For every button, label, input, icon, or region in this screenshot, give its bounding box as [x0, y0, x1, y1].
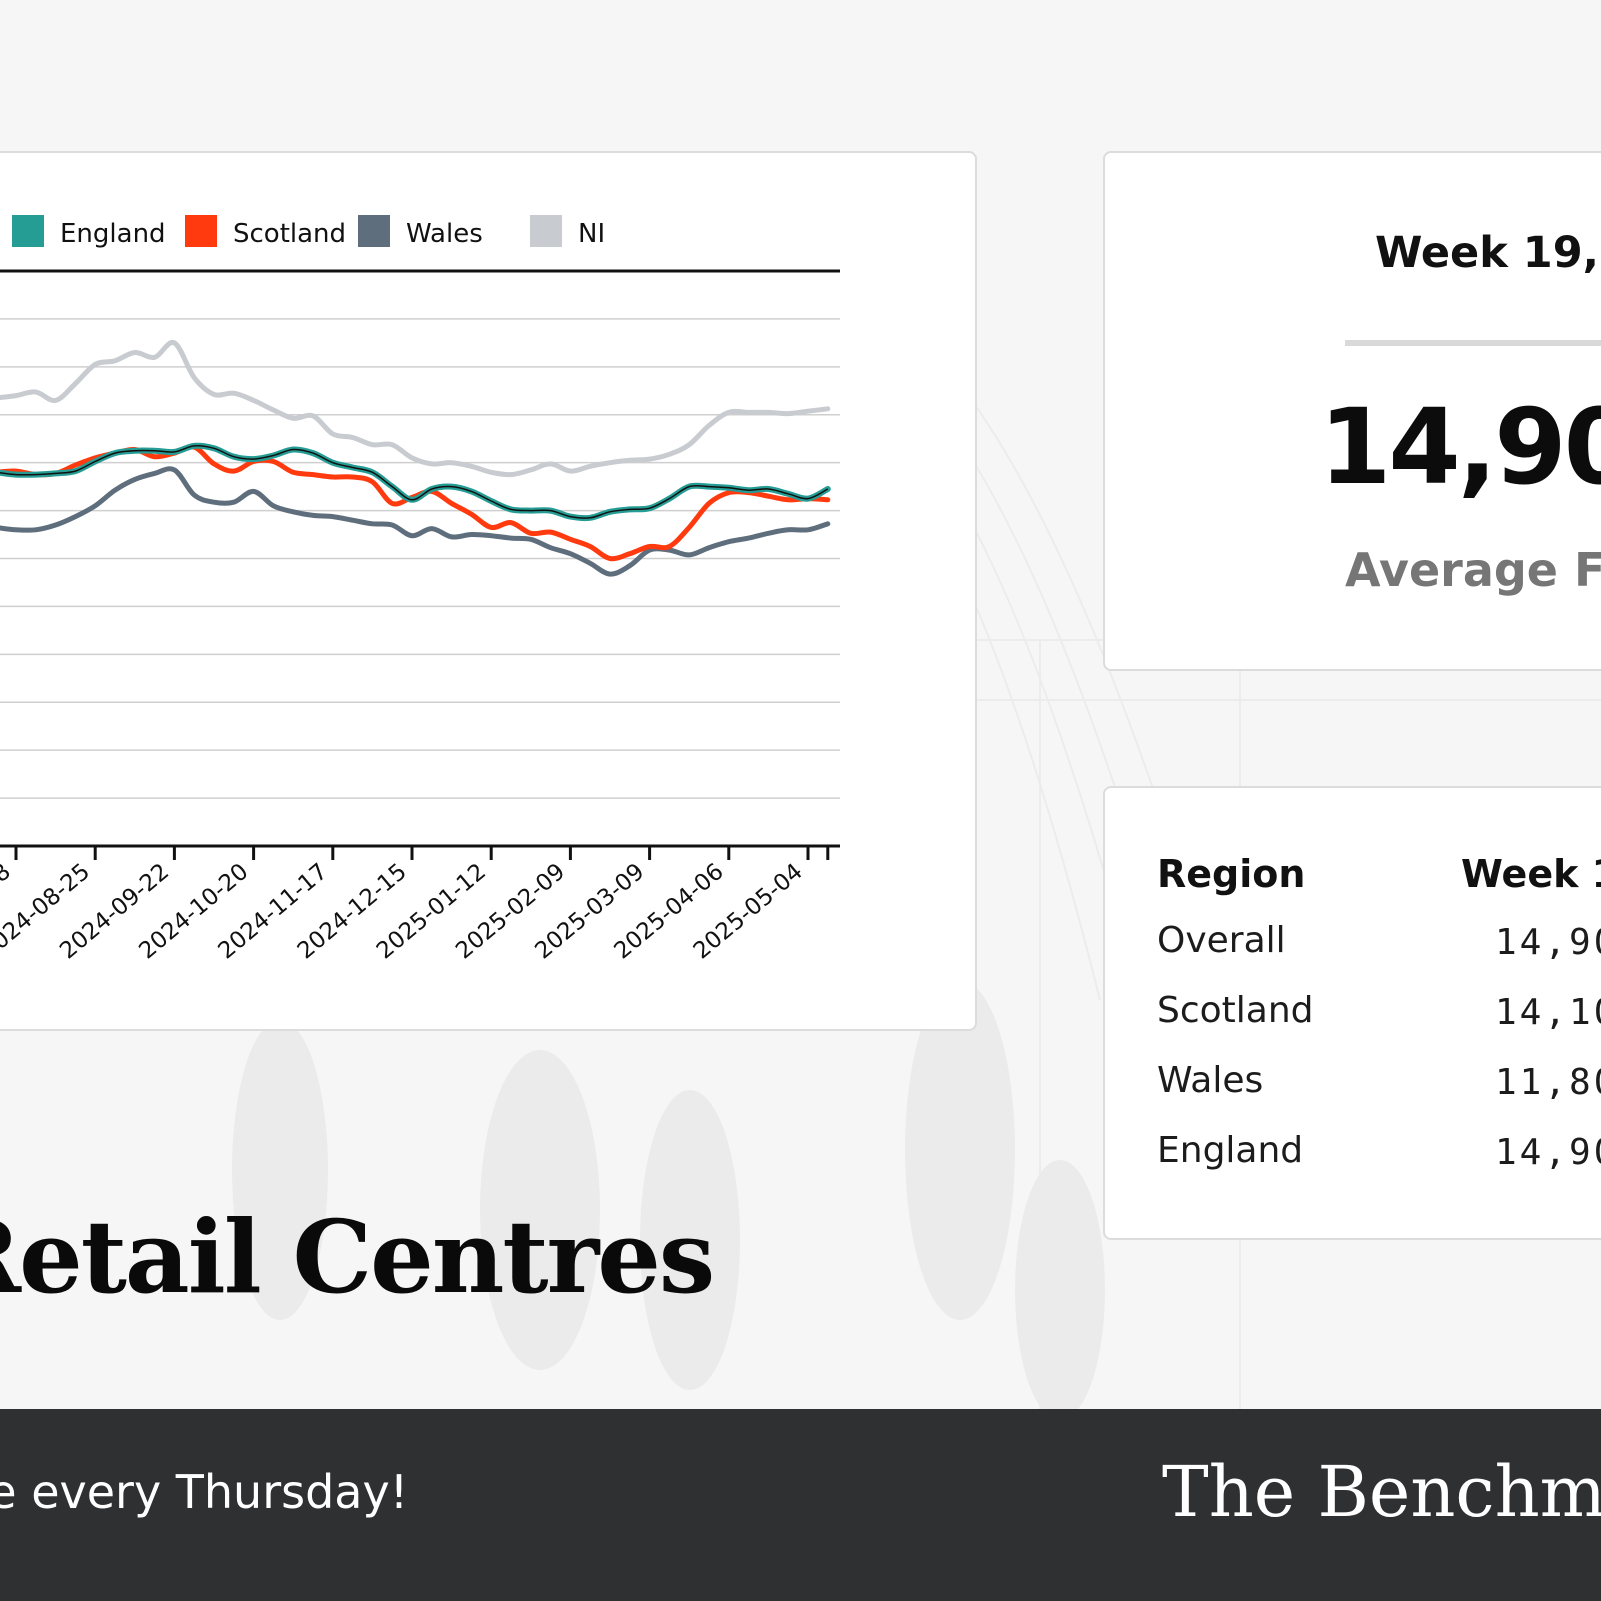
legend-swatch-wales — [358, 215, 390, 247]
row-region: Overall — [1157, 920, 1286, 961]
divider — [1345, 340, 1601, 346]
table-row: Overall 14,90 — [1105, 920, 1601, 980]
average-footfall-label: Average Fo — [1345, 543, 1601, 597]
footer-tagline: ee every Thursday! — [0, 1465, 409, 1519]
legend-label-scotland: Scotland — [233, 219, 346, 249]
week-title: Week 19, 2 — [1375, 228, 1601, 278]
row-value: 11,80 — [1495, 1062, 1601, 1103]
row-value: 14,10 — [1495, 992, 1601, 1033]
background-illustration — [232, 980, 1105, 1410]
legend-swatch-ni — [530, 215, 562, 247]
region-table-card: Region Week 1 Overall 14,90 Scotland 14,… — [1103, 786, 1601, 1240]
week-summary-card: Week 19, 2 14,900 Average Fo — [1103, 151, 1601, 671]
row-region: Wales — [1157, 1060, 1264, 1101]
chart-axes — [0, 844, 840, 860]
row-region: Scotland — [1157, 990, 1314, 1031]
legend-label-england: England — [60, 219, 166, 249]
chart-legend: England Scotland Wales NI — [12, 215, 605, 249]
footer-bar: ee every Thursday! The Benchma — [0, 1409, 1601, 1601]
series-line-scotland — [0, 444, 831, 562]
page-title: Retail Centres — [0, 1198, 715, 1316]
legend-label-wales: Wales — [406, 219, 483, 249]
table-row: Wales 11,80 — [1105, 1060, 1601, 1120]
chart-card: England Scotland Wales NI 7-28 2024-08-25 202… — [0, 151, 977, 1031]
chart-series — [0, 340, 831, 577]
row-value: 14,90 — [1495, 1132, 1601, 1173]
legend-label-ni: NI — [578, 219, 605, 249]
table-header-week: Week 1 — [1461, 852, 1601, 896]
table-header-region: Region — [1157, 852, 1306, 896]
series-line-overall — [0, 445, 829, 519]
legend-swatch-england — [12, 215, 44, 247]
row-region: England — [1157, 1130, 1304, 1171]
line-chart: England Scotland Wales NI 7-282024-08-25202… — [0, 215, 840, 965]
legend-swatch-scotland — [185, 215, 217, 247]
x-tick-labels: 7-282024-08-252024-09-222024-10-202024-1… — [0, 859, 808, 965]
row-value: 14,90 — [1495, 922, 1601, 963]
table-row: England 14,90 — [1105, 1130, 1601, 1190]
footer-brand: The Benchma — [1162, 1451, 1601, 1533]
series-line-wales — [0, 466, 831, 577]
x-tick-label: 7-28 — [0, 859, 16, 912]
series-line-ni — [0, 340, 831, 478]
table-row: Scotland 14,10 — [1105, 990, 1601, 1050]
average-footfall-value: 14,900 — [1319, 386, 1601, 508]
